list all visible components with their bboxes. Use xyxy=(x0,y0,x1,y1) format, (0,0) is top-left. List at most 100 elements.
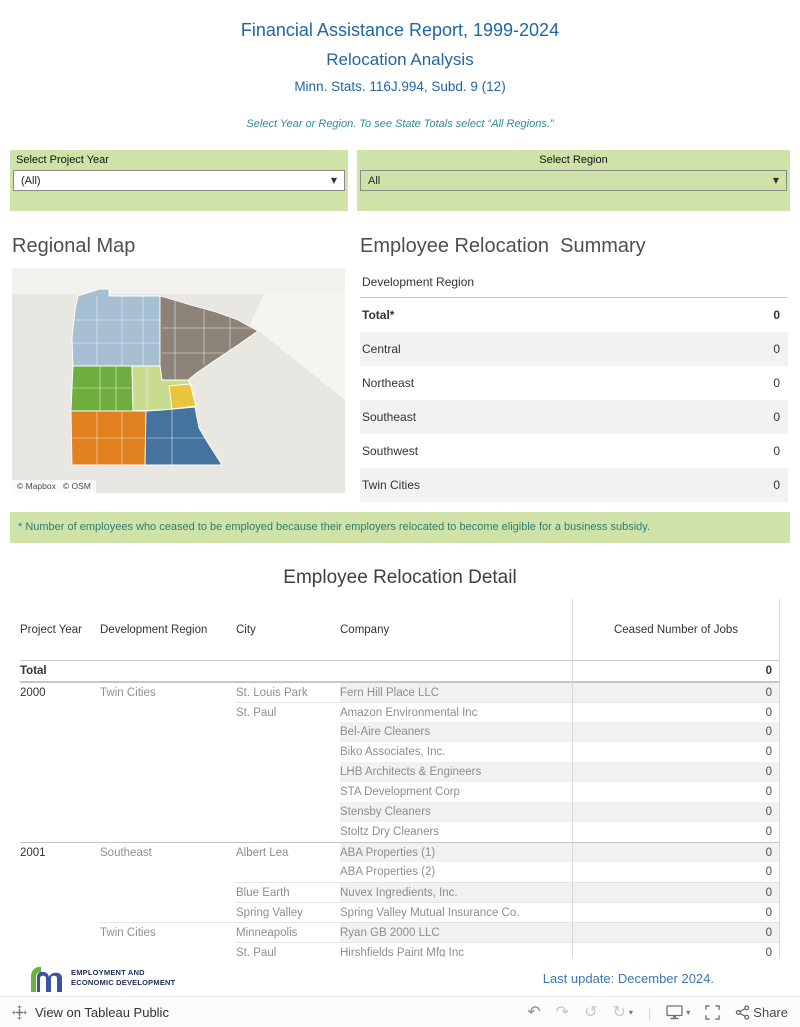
summary-row[interactable]: Total* 0 xyxy=(360,298,788,332)
detail-cell-city xyxy=(236,862,340,882)
detail-cell-city xyxy=(236,742,340,762)
detail-cell-jobs[interactable]: 0 xyxy=(572,922,780,942)
detail-cell-jobs[interactable]: 0 xyxy=(765,746,772,758)
footnote-banner: * Number of employees who ceased to be e… xyxy=(10,512,790,543)
detail-cell-city[interactable]: Blue Earth xyxy=(236,882,340,902)
detail-row: Twin Cities Minneapolis Ryan GB 2000 LLC 0 xyxy=(20,922,780,942)
detail-cell-region[interactable]: Southeast xyxy=(100,842,236,862)
detail-cell-city[interactable]: Minneapolis xyxy=(236,922,340,942)
detail-cell-jobs[interactable]: 0 xyxy=(572,702,780,722)
map-lake-superior xyxy=(250,294,345,400)
detail-cell-year xyxy=(20,822,100,842)
detail-cell-company[interactable]: Nuvex Ingredients, Inc. xyxy=(340,882,572,902)
detail-cell-company[interactable]: STA Development Corp xyxy=(340,786,460,798)
project-year-dropdown[interactable]: (All) ▼ xyxy=(13,170,345,191)
tableau-toolbar: View on Tableau Public ↶ ↷ ↺ ↻ ▾ | ▾ xyxy=(0,996,800,1027)
detail-cell-jobs[interactable]: 0 xyxy=(572,762,780,782)
detail-cell-jobs[interactable]: 0 xyxy=(765,826,772,838)
tableau-logo-icon xyxy=(12,1004,27,1020)
summary-row[interactable]: Central 0 xyxy=(360,332,788,366)
detail-rows: 2000 Twin Cities St. Louis Park Fern Hill P… xyxy=(20,682,780,957)
summary-region-label: Total* xyxy=(362,308,395,322)
summary-row[interactable]: Southeast 0 xyxy=(360,400,788,434)
detail-cell-jobs[interactable]: 0 xyxy=(572,942,780,957)
osm-attribution-link[interactable]: © OSM xyxy=(62,481,91,491)
deed-logo-line2: ECONOMIC DEVELOPMENT xyxy=(71,978,176,987)
detail-total-row[interactable]: Total 0 xyxy=(20,661,780,682)
map-region-west-central[interactable] xyxy=(70,365,134,412)
detail-cell-region[interactable]: Twin Cities xyxy=(100,682,236,702)
fullscreen-icon[interactable] xyxy=(705,1004,721,1020)
toolbar-divider: | xyxy=(647,1004,652,1020)
detail-cell-company[interactable]: Stensby Cleaners xyxy=(340,802,572,822)
detail-cell-company[interactable]: Biko Associates, Inc. xyxy=(340,746,446,758)
redo-icon[interactable]: ↷ xyxy=(555,1002,570,1021)
detail-cell-city[interactable]: St. Louis Park xyxy=(236,682,340,702)
detail-cell-city[interactable]: Spring Valley xyxy=(236,902,340,922)
reset-icon[interactable]: ↺ xyxy=(584,1002,598,1021)
detail-cell-city xyxy=(236,722,340,742)
detail-cell-year xyxy=(20,942,100,957)
detail-cell-jobs[interactable]: 0 xyxy=(765,786,772,798)
detail-row: ABA Properties (2) 0 xyxy=(20,862,780,882)
regional-map[interactable]: © Mapbox © OSM xyxy=(12,268,345,493)
detail-cell-company[interactable]: ABA Properties (1) xyxy=(340,842,572,862)
detail-cell-jobs[interactable]: 0 xyxy=(572,842,780,862)
summary-region-value: 0 xyxy=(773,308,780,322)
detail-cell-jobs[interactable]: 0 xyxy=(572,882,780,902)
detail-cell-city[interactable]: St. Paul xyxy=(236,702,340,722)
detail-row: Stoltz Dry Cleaners 0 xyxy=(20,822,780,842)
detail-cell-company[interactable]: Amazon Environmental Inc xyxy=(340,702,572,722)
detail-cell-city[interactable]: Albert Lea xyxy=(236,842,340,862)
summary-row[interactable]: Southwest 0 xyxy=(360,434,788,468)
detail-cell-region xyxy=(100,782,236,802)
detail-table: Project Year Development Region City Com… xyxy=(20,599,780,957)
detail-cell-company[interactable]: ABA Properties (2) xyxy=(340,866,436,878)
toolbar-actions: ↶ ↷ ↺ ↻ ▾ | ▾ xyxy=(527,1004,788,1020)
detail-cell-jobs[interactable]: 0 xyxy=(572,722,780,742)
detail-cell-city[interactable]: St. Paul xyxy=(236,942,340,957)
region-dropdown[interactable]: All ▼ xyxy=(360,170,787,191)
map-region-southeast[interactable] xyxy=(144,406,223,466)
instruction-hint: Select Year or Region. To see State Tota… xyxy=(246,118,554,130)
detail-row: Spring Valley Spring Valley Mutual Insura… xyxy=(20,902,780,922)
detail-total-value: 0 xyxy=(765,665,772,677)
report-title-line2: Relocation Analysis xyxy=(326,50,474,69)
col-header-development-region: Development Region xyxy=(100,623,208,636)
summary-row[interactable]: Northeast 0 xyxy=(360,366,788,400)
minnesota-map-svg[interactable] xyxy=(12,268,345,493)
detail-cell-year xyxy=(20,902,100,922)
summary-region-label: Central xyxy=(362,342,401,356)
detail-header-row: Project Year Development Region City Com… xyxy=(20,599,780,661)
share-button[interactable]: Share xyxy=(735,1005,788,1020)
detail-cell-region xyxy=(100,702,236,722)
summary-row[interactable]: Twin Cities 0 xyxy=(360,468,788,502)
detail-cell-company[interactable]: LHB Architects & Engineers xyxy=(340,762,572,782)
display-options-button[interactable]: ▾ xyxy=(666,1004,690,1020)
view-on-tableau-link[interactable]: View on Tableau Public xyxy=(12,1005,169,1020)
map-region-twin-cities[interactable] xyxy=(168,383,197,410)
detail-cell-jobs[interactable]: 0 xyxy=(572,902,780,922)
detail-cell-company[interactable]: Ryan GB 2000 LLC xyxy=(340,922,572,942)
detail-cell-company[interactable]: Spring Valley Mutual Insurance Co. xyxy=(340,902,572,922)
deed-m-logo-icon xyxy=(31,966,62,992)
detail-cell-jobs[interactable]: 0 xyxy=(765,866,772,878)
report-title-line1: Financial Assistance Report, 1999-2024 xyxy=(240,20,560,40)
detail-cell-company[interactable]: Hirshfields Paint Mfg Inc xyxy=(340,942,572,957)
detail-cell-region[interactable]: Twin Cities xyxy=(100,922,236,942)
undo-icon[interactable]: ↶ xyxy=(527,1002,541,1021)
detail-cell-company[interactable]: Fern Hill Place LLC xyxy=(340,682,572,702)
detail-cell-year[interactable]: 2001 xyxy=(20,842,100,862)
map-region-northwest[interactable] xyxy=(71,288,161,367)
detail-cell-jobs[interactable]: 0 xyxy=(572,802,780,822)
detail-cell-region xyxy=(100,742,236,762)
summary-column-header: Development Region xyxy=(360,270,788,298)
summary-region-value: 0 xyxy=(773,478,780,492)
detail-cell-year xyxy=(20,882,100,902)
mapbox-attribution-link[interactable]: © Mapbox xyxy=(17,481,56,491)
detail-cell-jobs[interactable]: 0 xyxy=(572,682,780,702)
detail-cell-company[interactable]: Bel-Aire Cleaners xyxy=(340,722,572,742)
refresh-menu-button[interactable]: ↻ ▾ xyxy=(612,1004,632,1020)
detail-cell-company[interactable]: Stoltz Dry Cleaners xyxy=(340,826,440,838)
detail-cell-year[interactable]: 2000 xyxy=(20,682,100,702)
